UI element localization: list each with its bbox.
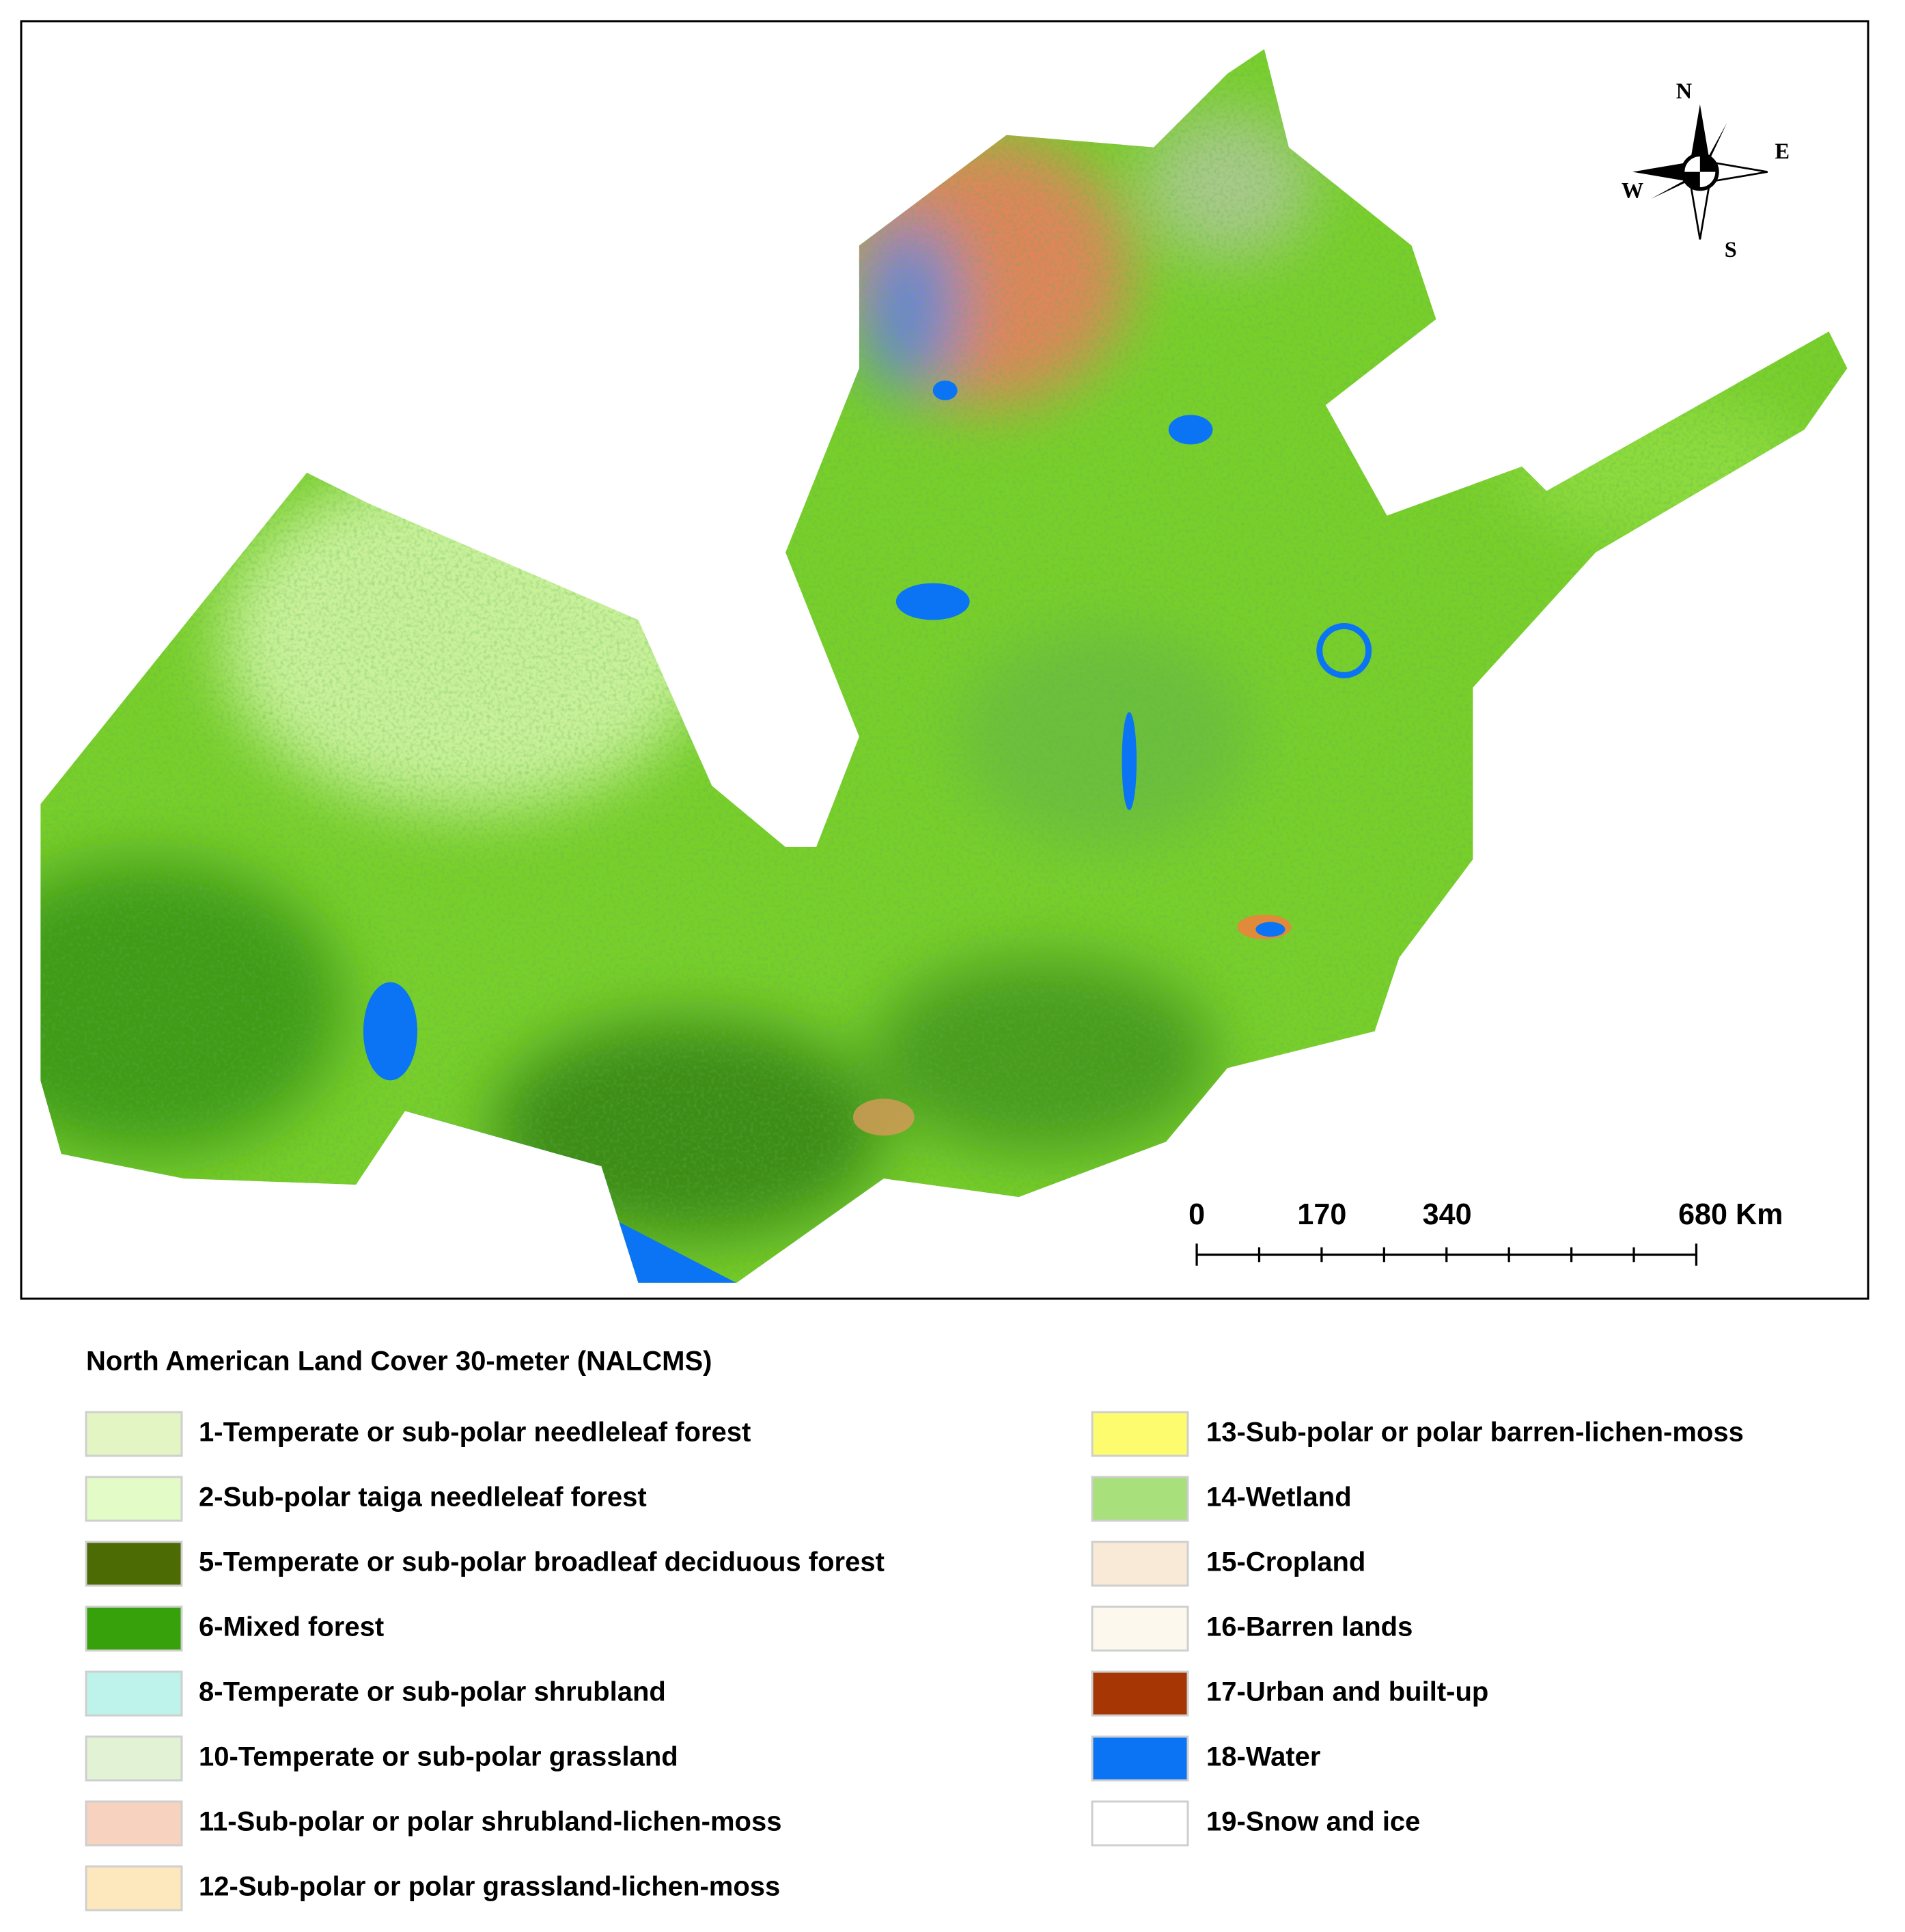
- legend-label: 5-Temperate or sub-polar broadleaf decid…: [199, 1547, 885, 1577]
- legend-swatch: [1091, 1476, 1189, 1522]
- legend-swatch: [85, 1800, 183, 1847]
- legend-label: 13-Sub-polar or polar barren-lichen-moss: [1206, 1418, 1744, 1448]
- legend-swatch: [85, 1605, 183, 1652]
- legend-swatch: [1091, 1670, 1189, 1717]
- legend-swatch: [85, 1541, 183, 1587]
- legend-swatch: [1091, 1411, 1189, 1457]
- legend-title: North American Land Cover 30-meter (NALC…: [86, 1347, 712, 1377]
- legend-label: 2-Sub-polar taiga needleleaf forest: [199, 1482, 647, 1513]
- legend-swatch: [85, 1670, 183, 1717]
- legend-swatch: [85, 1735, 183, 1782]
- compass-north: N: [1676, 79, 1692, 103]
- scale-label: 170: [1297, 1198, 1346, 1231]
- legend-swatch: [1091, 1800, 1189, 1847]
- legend-label: 10-Temperate or sub-polar grassland: [199, 1742, 678, 1772]
- legend-swatch: [1091, 1541, 1189, 1587]
- legend-swatch: [85, 1476, 183, 1522]
- scale-label: 340: [1423, 1198, 1472, 1231]
- compass-east: E: [1775, 139, 1790, 163]
- legend-swatch: [1091, 1605, 1189, 1652]
- legend-label: 18-Water: [1206, 1742, 1320, 1772]
- legend-label: 19-Snow and ice: [1206, 1807, 1420, 1837]
- compass-south: S: [1725, 237, 1737, 262]
- legend-label: 12-Sub-polar or polar grassland-lichen-m…: [199, 1872, 780, 1902]
- legend-swatch: [85, 1411, 183, 1457]
- legend-label: 14-Wetland: [1206, 1482, 1352, 1513]
- legend-label: 11-Sub-polar or polar shrubland-lichen-m…: [199, 1807, 781, 1837]
- scale-bar: [1195, 1243, 1698, 1266]
- legend-label: 15-Cropland: [1206, 1547, 1365, 1577]
- legend-label: 16-Barren lands: [1206, 1612, 1413, 1642]
- legend-swatch: [1091, 1735, 1189, 1782]
- legend-label: 6-Mixed forest: [199, 1612, 384, 1642]
- scale-label: 680 Km: [1678, 1198, 1783, 1231]
- legend-label: 8-Temperate or sub-polar shrubland: [199, 1677, 666, 1707]
- legend: 1-Temperate or sub-polar needleleaf fore…: [85, 1411, 1744, 1912]
- legend-label: 1-Temperate or sub-polar needleleaf fore…: [199, 1418, 751, 1448]
- compass-west: W: [1622, 178, 1643, 203]
- scale-label: 0: [1188, 1198, 1205, 1231]
- legend-label: 17-Urban and built-up: [1206, 1677, 1488, 1707]
- legend-swatch: [85, 1865, 183, 1912]
